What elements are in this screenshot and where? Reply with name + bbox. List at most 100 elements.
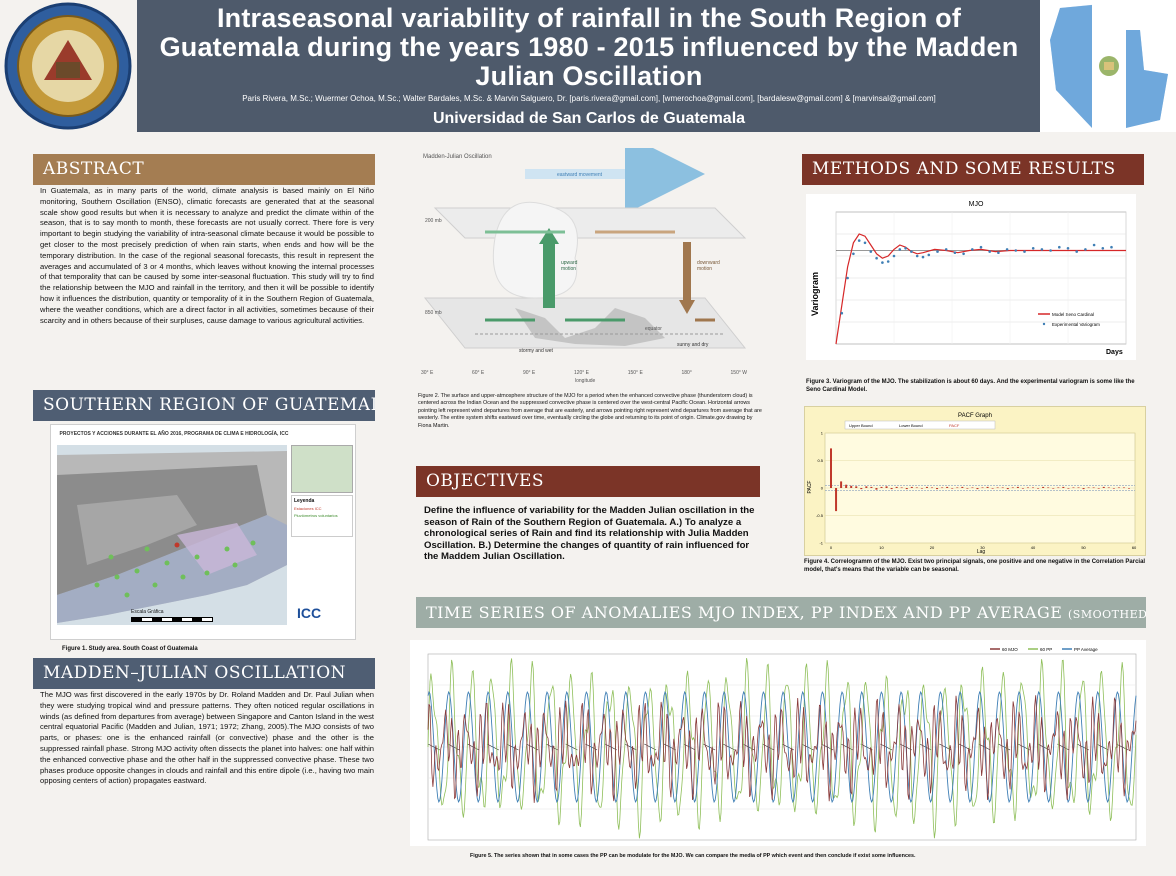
diagram-xlabel: longitude — [575, 378, 596, 384]
university-name: Universidad de San Carlos de Guatemala — [432, 110, 746, 127]
pacf-bar — [1128, 488, 1130, 489]
pacf-bar — [1097, 488, 1100, 489]
poster-title: Intraseasonal variability of rainfall in… — [159, 3, 1019, 91]
pacf-xtick: 50 — [1081, 545, 1086, 550]
legend-item-icc: Estaciones ICC — [294, 506, 322, 511]
pacf-svg: PACF Graph Upper Bound Lower Bound PACF … — [807, 413, 1137, 555]
series-line-pp — [427, 658, 1137, 839]
variogram-point — [944, 248, 948, 251]
pacf-xlabel: Lag — [977, 549, 986, 555]
pacf-bar — [1001, 487, 1004, 489]
pacf-bar — [875, 488, 878, 490]
pacf-bar — [850, 485, 853, 488]
pacf-bar — [1087, 487, 1090, 489]
variogram-point — [1040, 248, 1044, 251]
pacf-bar — [1102, 486, 1105, 488]
objectives-heading: OBJECTIVES — [416, 466, 760, 497]
pacf-bar — [971, 487, 974, 489]
figure5-caption: Figure 5. The series shown that in some … — [470, 853, 916, 859]
pacf-ylabel: PACF — [807, 481, 813, 494]
southern-region-heading: SOUTHERN REGION OF GUATEMALA — [33, 390, 375, 421]
xtick: 150° E — [627, 370, 643, 376]
pacf-bar — [946, 486, 949, 488]
pacf-bar — [1077, 487, 1080, 489]
pacf-xtick: 40 — [1031, 545, 1036, 550]
timeseries-chart: 60 MJO 60 PP PP Average — [410, 640, 1146, 846]
pacf-bar — [1067, 488, 1070, 489]
pacf-legend-pacf: PACF — [949, 423, 960, 428]
abstract-heading: ABSTRACT — [33, 154, 375, 185]
variogram-point — [1066, 247, 1070, 250]
variogram-legend: Model Seno Cardinal Experimental Variogr… — [1038, 312, 1100, 327]
pacf-bar — [920, 488, 923, 489]
pacf-bar — [1032, 487, 1035, 489]
pacf-bar — [996, 487, 999, 489]
figure3-caption: Figure 3. Variogram of the MJO. The stab… — [806, 379, 1135, 393]
figure1-caption: Figure 1. Study area. South Coast of Gua… — [62, 646, 198, 652]
level-200mb: 200 mb — [425, 218, 442, 224]
pacf-bar — [1082, 488, 1085, 490]
variogram-point — [892, 254, 896, 258]
eastward-label: eastward movement — [557, 172, 603, 178]
pacf-bar — [925, 486, 928, 488]
variogram-point — [840, 311, 844, 315]
map-legend: Leyenda Estaciones ICC Pluviómetros volu… — [291, 495, 353, 537]
variogram-point — [927, 253, 931, 257]
inset-map — [291, 445, 353, 493]
variogram-point — [1031, 247, 1035, 250]
variogram-point — [1014, 249, 1018, 252]
sunny-label: sunny and dry — [677, 342, 709, 348]
timeseries-heading-main: TIME SERIES OF ANOMALIES MJO INDEX, PP I… — [426, 603, 1063, 622]
mjo-text: The MJO was first discovered in the earl… — [40, 690, 374, 786]
pacf-bar — [1117, 487, 1120, 489]
xtick: 150° W — [730, 370, 747, 376]
variogram-svg: MJO Variogram Days Model Seno Cardinal E… — [810, 201, 1127, 356]
study-area-map: PROYECTOS Y ACCIONES DURANTE EL AÑO 2016… — [50, 424, 356, 640]
pacf-ytick: 0 — [821, 486, 824, 491]
variogram-point — [1101, 247, 1105, 250]
scale-label: Escala Gráfica — [131, 609, 164, 615]
pacf-bar — [981, 487, 984, 489]
pacf-bar — [880, 486, 883, 488]
authors-line: Paris Rivera, M.Sc.; Wuermer Ochoa, M.Sc… — [242, 94, 936, 103]
pacf-bar — [895, 486, 898, 488]
pacf-title: PACF Graph — [958, 413, 992, 419]
level-850mb: 850 mb — [425, 310, 442, 316]
legend-label-experimental: Experimental Variogram — [1052, 322, 1100, 327]
timeseries-legend: 60 MJO 60 PP PP Average — [990, 647, 1098, 652]
pacf-bar — [1052, 488, 1055, 489]
pacf-bar — [1057, 487, 1060, 489]
variogram-point — [1092, 243, 1096, 247]
pacf-bar — [931, 487, 934, 489]
pacf-bar — [870, 486, 873, 488]
pacf-xtick: 60 — [1132, 545, 1137, 550]
legend-label-model: Model Seno Cardinal — [1052, 312, 1094, 317]
legend-label-ppavg: PP Average — [1074, 647, 1098, 652]
pacf-bar — [835, 488, 838, 512]
variogram-point — [953, 251, 957, 254]
pacf-bar — [860, 488, 863, 490]
pacf-bar — [1072, 487, 1075, 489]
variogram-xlabel: Days — [1106, 349, 1123, 356]
legend-title: Leyenda — [294, 498, 315, 504]
variogram-point — [1058, 245, 1061, 249]
pacf-bar — [991, 488, 994, 489]
abstract-text: In Guatemala, as in many parts of the wo… — [40, 186, 374, 325]
legend-item-pluviometros: Pluviómetros voluntarios — [294, 513, 338, 518]
pacf-bar — [966, 488, 969, 489]
map-title: PROYECTOS Y ACCIONES DURANTE EL AÑO 2016… — [59, 431, 289, 437]
guatemala-flag-map — [1040, 0, 1176, 132]
timeseries-svg: 60 MJO 60 PP PP Average — [427, 647, 1137, 841]
variogram-point — [915, 254, 919, 258]
pacf-legend: Upper Bound Lower Bound PACF — [844, 420, 996, 430]
pacf-bar — [941, 487, 944, 489]
pacf-bar — [936, 488, 939, 490]
figure2-caption: Figure 2. The surface and upper-atmosphe… — [418, 393, 762, 429]
pacf-xtick: 30 — [980, 545, 985, 550]
objectives-text: Define the influence of variability for … — [424, 505, 755, 563]
timeseries-heading: TIME SERIES OF ANOMALIES MJO INDEX, PP I… — [416, 597, 1146, 628]
variogram-ylabel: Variogram — [810, 272, 820, 316]
variogram-point — [1110, 245, 1113, 249]
pacf-xtick: 0 — [830, 545, 833, 550]
variogram-point — [886, 260, 890, 263]
